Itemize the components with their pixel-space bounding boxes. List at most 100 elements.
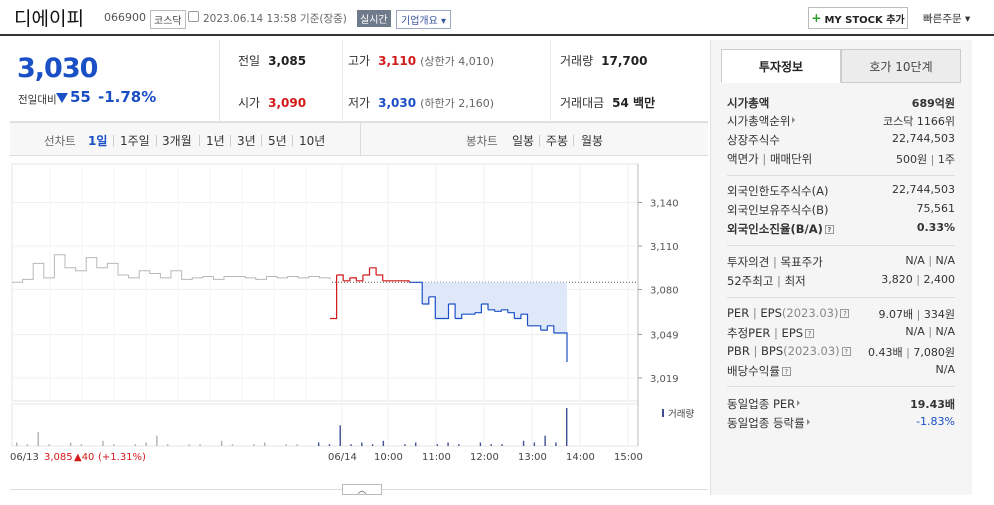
volume-bar	[479, 442, 482, 446]
low52-value: 2,400	[923, 273, 956, 286]
info-value: 689억원	[911, 97, 955, 110]
upper-limit: (상한가 4,010)	[420, 55, 494, 68]
info-tabs: 투자정보 호가 10단계	[721, 49, 961, 83]
volume-frame	[11, 403, 639, 447]
series-prev-day	[12, 254, 331, 283]
volume-bar	[188, 444, 190, 446]
chevron-up-icon[interactable]: ︿	[342, 484, 382, 496]
pipe: |	[772, 255, 777, 269]
tab-sep	[113, 135, 114, 146]
info-row: 외국인소진율(B/A)? 0.33%	[727, 221, 955, 239]
pipe: |	[930, 153, 935, 166]
volume-bar	[296, 444, 298, 446]
tab-1day[interactable]: 1일	[88, 134, 108, 148]
info-value: 0.43배 | 7,080원	[868, 344, 955, 360]
info-row: 동일업종 등락률 -1.83%	[727, 415, 955, 433]
tab-3year[interactable]: 3년	[237, 134, 256, 148]
help-icon[interactable]: ?	[805, 329, 815, 338]
info-label: 투자의견 | 목표주가	[727, 254, 823, 270]
est-per-label: 추정PER	[727, 326, 771, 340]
pipe: |	[753, 344, 758, 358]
tab-1week[interactable]: 1주일	[120, 134, 150, 148]
x-tick-label: 11:00	[422, 452, 451, 463]
info-label: 배당수익률?	[727, 363, 791, 379]
company-overview-dropdown[interactable]: 기업개요 ▾	[396, 10, 452, 29]
tab-weekly[interactable]: 주봉	[546, 134, 569, 148]
series-today-up	[330, 267, 410, 320]
volume-bar	[145, 442, 147, 446]
bps-value: 7,080원	[913, 346, 955, 359]
realtime-badge[interactable]: 실시간	[357, 10, 391, 27]
market-badge: 코스닥	[150, 10, 186, 29]
info-value: 9.07배 | 334원	[879, 306, 955, 322]
x-tick-label: 06/14	[328, 452, 357, 463]
series-today-down	[409, 281, 568, 362]
divider	[550, 40, 551, 122]
tab-3month[interactable]: 3개월	[162, 134, 192, 148]
candle-chart-label: 봉차트	[466, 134, 498, 148]
help-icon[interactable]: ?	[824, 225, 834, 234]
info-row: 액면가 | 매매단위 500원 | 1주	[727, 151, 955, 169]
price-change-pct: -1.78%	[98, 88, 157, 106]
lower-limit: (하한가 2,160)	[420, 97, 494, 110]
tab-10year[interactable]: 10년	[299, 134, 326, 148]
pipe: |	[777, 274, 781, 288]
tab-orderbook-10[interactable]: 호가 10단계	[841, 49, 961, 83]
down-arrow-icon	[56, 93, 68, 103]
tab-1year[interactable]: 1년	[206, 134, 225, 148]
stat-open: 시가 3,090	[238, 94, 306, 111]
arrow-right-icon	[806, 419, 810, 425]
volume-bar	[156, 435, 158, 446]
stock-name: 디에이피	[14, 8, 84, 30]
arrow-right-icon	[792, 117, 796, 123]
pipe: |	[928, 254, 933, 267]
stat-high: 고가 3,110 (상한가 4,010)	[348, 52, 494, 69]
target-label: 목표주가	[780, 255, 823, 269]
prev-day-change: ▲40	[74, 452, 94, 463]
volume-bar	[371, 444, 374, 446]
intraday-chart[interactable]: 3,140 3,110 3,080 3,049 3,019 06/14 10:00 11:00…	[10, 156, 708, 466]
volume-bar	[166, 444, 169, 446]
tab-sep	[199, 135, 200, 146]
stat-amount: 거래대금 54 백만	[560, 94, 655, 111]
tab-monthly[interactable]: 월봉	[581, 134, 604, 148]
industry-rate-label: 동일업종 등락률	[727, 416, 805, 430]
tab-sep	[292, 135, 293, 146]
pipe: |	[928, 325, 933, 338]
volume-bar	[285, 444, 288, 446]
per-label: PER	[727, 306, 750, 320]
x-tick-label: 10:00	[374, 452, 403, 463]
volume-bar	[253, 444, 255, 446]
info-row: 상장주식수 22,744,503	[727, 132, 955, 150]
info-label: 외국인소진율(B/A)?	[727, 221, 834, 237]
stat-value: 3,090	[268, 96, 307, 110]
volume-bar	[317, 442, 320, 446]
help-icon[interactable]: ?	[840, 309, 850, 318]
quick-order-dropdown[interactable]: 빠른주문 ▾	[923, 11, 970, 26]
info-label: 동일업종 PER	[727, 396, 801, 412]
stat-label: 거래량	[560, 54, 594, 68]
tab-group-divider	[360, 123, 361, 156]
info-row: 52주최고 | 최저 3,820 | 2,400	[727, 273, 955, 291]
info-value: 22,744,503	[892, 132, 955, 145]
stat-value: 3,085	[268, 54, 307, 68]
volume-legend-label: 거래량	[668, 408, 694, 420]
tab-5year[interactable]: 5년	[268, 134, 287, 148]
y-tick-label: 3,140	[650, 199, 679, 210]
stat-prev-close: 전일 3,085	[238, 52, 306, 69]
volume-bar	[113, 444, 115, 446]
help-icon[interactable]: ?	[781, 367, 791, 376]
volume-bar	[436, 444, 438, 446]
arrow-right-icon	[797, 400, 801, 406]
mystock-add-button[interactable]: + MY STOCK 추가	[808, 7, 908, 29]
prev-day-close: 3,085	[44, 452, 73, 463]
par-value: 500원	[896, 153, 928, 166]
tab-daily[interactable]: 일봉	[512, 134, 535, 148]
change-label: 전일대비	[18, 94, 57, 106]
high52-value: 3,820	[881, 273, 913, 286]
tab-investment-info[interactable]: 투자정보	[721, 49, 841, 83]
volume-bar	[458, 444, 460, 446]
opinion-value: N/A	[905, 254, 925, 267]
info-label: 외국인보유주식수(B)	[727, 203, 829, 217]
help-icon[interactable]: ?	[841, 347, 851, 356]
